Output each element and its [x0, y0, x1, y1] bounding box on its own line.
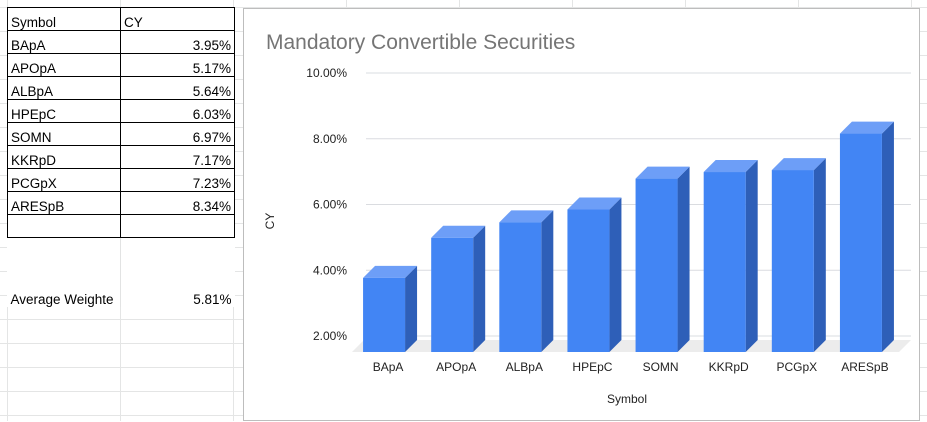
bar-side — [745, 160, 758, 352]
bar-side — [541, 210, 554, 352]
bar-top — [635, 166, 690, 179]
bar[interactable] — [567, 197, 622, 352]
cell-cy[interactable]: 6.97% — [120, 122, 235, 146]
data-table: Symbol CY BApA 3.95% APOpA 5.17% ALBpA 5.64% HPE… — [7, 7, 235, 307]
bar-front — [499, 222, 542, 352]
bar-side — [405, 265, 418, 352]
bars — [363, 121, 894, 352]
y-axis-title: CY — [263, 213, 277, 230]
table-row: ARESpB 8.34% — [7, 191, 235, 215]
bar-top — [363, 265, 418, 278]
cell-symbol[interactable]: ALBpA — [7, 76, 121, 100]
cell-symbol[interactable]: PCGpX — [7, 168, 121, 192]
cell-symbol[interactable]: BApA — [7, 30, 121, 54]
y-tick-label: 6.00% — [313, 198, 347, 212]
bar-side — [881, 121, 894, 352]
y-axis-ticks: 2.00% 4.00% 6.00% 8.00% 10.00% — [306, 66, 347, 343]
chart-floor — [352, 340, 911, 352]
y-tick-label: 2.00% — [313, 329, 347, 343]
table-row: KKRpD 7.17% — [7, 145, 235, 169]
cell-cy[interactable]: 6.03% — [120, 99, 235, 123]
cell-symbol[interactable]: HPEpC — [7, 99, 121, 123]
y-tick-label: 8.00% — [313, 132, 347, 146]
cell-symbol[interactable]: APOpA — [7, 53, 121, 77]
blank-row — [7, 260, 235, 284]
bar-chart: Mandatory Convertible Securities 2.00% 4.… — [263, 31, 911, 406]
bar-top — [703, 160, 758, 173]
bar[interactable] — [839, 121, 894, 352]
cell-empty[interactable] — [7, 214, 121, 238]
cell-blank[interactable] — [121, 238, 235, 261]
table-row: HPEpC 6.03% — [7, 99, 235, 123]
table-row: SOMN 6.97% — [7, 122, 235, 146]
bar[interactable] — [499, 210, 554, 352]
bar[interactable] — [431, 225, 486, 352]
bar-side — [609, 197, 622, 352]
x-tick-label: ARESpB — [841, 360, 888, 374]
table-row: PCGpX 7.23% — [7, 168, 235, 192]
cell-cy[interactable]: 7.17% — [120, 145, 235, 169]
bar-top — [839, 121, 894, 134]
bar[interactable] — [363, 265, 418, 352]
bar[interactable] — [703, 160, 758, 352]
cell-blank[interactable] — [7, 260, 121, 284]
bar-top — [431, 225, 486, 238]
cell-cy[interactable]: 5.64% — [120, 76, 235, 100]
chart-title: Mandatory Convertible Securities — [266, 31, 575, 54]
cell-cy[interactable]: 5.17% — [120, 53, 235, 77]
bar-top — [499, 210, 554, 223]
header-symbol[interactable]: Symbol — [7, 7, 121, 31]
header-cy[interactable]: CY — [120, 7, 235, 31]
table-row: APOpA 5.17% — [7, 53, 235, 77]
cell-symbol[interactable]: KKRpD — [7, 145, 121, 169]
x-tick-label: PCGpX — [776, 360, 817, 374]
summary-row: Average Weighte 5.81% — [7, 283, 235, 307]
bar-side — [473, 225, 486, 352]
x-tick-label: ALBpA — [506, 360, 543, 374]
bar[interactable] — [771, 158, 826, 352]
x-axis-ticks: BApA APOpA ALBpA HPEpC SOMN KKRpD PCGpX ARESpB — [373, 360, 889, 374]
x-tick-label: SOMN — [643, 360, 679, 374]
cell-blank[interactable] — [121, 261, 235, 284]
table-row: ALBpA 5.64% — [7, 76, 235, 100]
table-row-empty — [7, 214, 235, 238]
x-tick-label: APOpA — [436, 360, 476, 374]
bar-side — [677, 166, 690, 352]
x-axis-title: Symbol — [607, 392, 647, 406]
bar-front — [363, 277, 406, 352]
cell-symbol[interactable]: SOMN — [7, 122, 121, 146]
x-tick-label: HPEpC — [572, 360, 612, 374]
bar-side — [813, 158, 826, 352]
cell-symbol[interactable]: ARESpB — [7, 191, 121, 215]
bar-front — [567, 209, 610, 352]
bar[interactable] — [635, 166, 690, 352]
chart-panel[interactable]: Mandatory Convertible Securities 2.00% 4.… — [243, 8, 920, 421]
summary-value[interactable]: 5.81% — [193, 291, 232, 307]
bar-top — [567, 197, 622, 210]
bar-top — [771, 158, 826, 171]
bar-front — [431, 237, 474, 352]
y-tick-label: 10.00% — [306, 66, 347, 80]
cell-empty[interactable] — [120, 214, 235, 238]
cell-cy[interactable]: 8.34% — [120, 191, 235, 215]
bar-front — [635, 178, 678, 352]
table-header-row: Symbol CY — [7, 7, 235, 31]
bar-front — [839, 133, 882, 352]
y-tick-label: 4.00% — [313, 263, 347, 277]
table-row: BApA 3.95% — [7, 30, 235, 54]
cell-cy[interactable]: 7.23% — [120, 168, 235, 192]
blank-row — [7, 237, 235, 261]
summary-label[interactable]: Average Weighte — [7, 283, 121, 307]
cell-cy[interactable]: 3.95% — [120, 30, 235, 54]
x-tick-label: BApA — [373, 360, 404, 374]
bar-front — [771, 170, 814, 352]
bar-front — [703, 172, 746, 352]
x-tick-label: KKRpD — [709, 360, 749, 374]
cell-blank[interactable] — [7, 237, 121, 261]
